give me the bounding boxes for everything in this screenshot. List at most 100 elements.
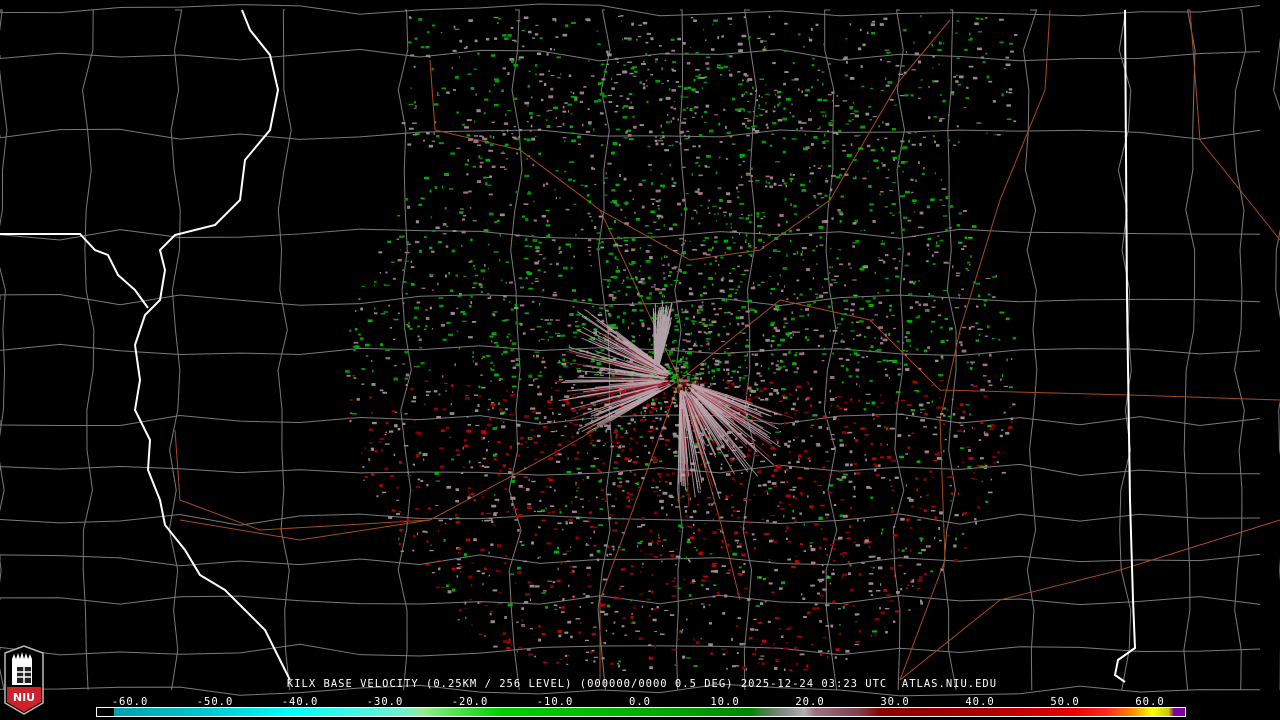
- echo-pixel: [399, 543, 401, 546]
- echo-pixel: [905, 368, 910, 371]
- echo-pixel: [837, 396, 842, 398]
- echo-pixel: [727, 385, 729, 388]
- echo-pixel: [623, 269, 626, 271]
- echo-pixel: [564, 102, 568, 104]
- echo-pixel: [619, 391, 622, 395]
- echo-pixel: [509, 413, 514, 416]
- echo-pixel: [511, 503, 513, 506]
- echo-pixel: [429, 549, 434, 552]
- county-line: [0, 128, 1261, 140]
- echo-pixel: [766, 519, 769, 522]
- echo-pixel: [729, 214, 732, 217]
- echo-pixel: [629, 447, 632, 451]
- echo-pixel: [677, 320, 680, 323]
- echo-pixel: [745, 668, 747, 671]
- echo-pixel: [726, 381, 731, 384]
- echo-pixel: [410, 387, 414, 391]
- echo-pixel: [525, 593, 530, 596]
- echo-pixel: [611, 324, 616, 326]
- echo-pixel: [685, 357, 688, 360]
- echo-pixel: [734, 539, 740, 542]
- echo-pixel: [949, 328, 951, 331]
- echo-pixel: [817, 98, 823, 101]
- echo-pixel: [544, 550, 546, 553]
- echo-pixel: [402, 269, 405, 271]
- echo-pixel: [712, 492, 714, 495]
- echo-pixel: [629, 189, 632, 192]
- echo-pixel: [934, 453, 939, 456]
- echo-pixel: [593, 338, 596, 341]
- echo-pixel: [488, 441, 490, 443]
- echo-pixel: [724, 360, 729, 364]
- echo-pixel: [866, 144, 871, 148]
- echo-pixel: [651, 427, 655, 429]
- echo-pixel: [725, 223, 728, 225]
- echo-pixel: [429, 275, 433, 278]
- echo-pixel: [635, 630, 640, 632]
- echo-pixel: [610, 201, 612, 204]
- echo-pixel: [579, 424, 583, 427]
- echo-pixel: [619, 174, 621, 177]
- echo-pixel: [690, 320, 696, 322]
- echo-pixel: [479, 165, 482, 168]
- echo-pixel: [384, 443, 390, 445]
- echo-pixel: [673, 181, 677, 185]
- echo-pixel: [673, 380, 676, 383]
- echo-pixel: [487, 297, 491, 299]
- echo-pixel: [450, 289, 453, 292]
- echo-pixel: [487, 293, 490, 295]
- echo-pixel: [908, 319, 913, 323]
- echo-pixel: [696, 504, 700, 506]
- echo-pixel: [754, 383, 759, 386]
- echo-pixel: [905, 547, 907, 550]
- echo-pixel: [488, 423, 490, 426]
- echo-pixel: [612, 142, 618, 145]
- echo-pixel: [698, 528, 701, 531]
- echo-pixel: [483, 229, 489, 232]
- echo-pixel: [753, 494, 755, 496]
- echo-pixel: [685, 489, 688, 492]
- echo-pixel: [640, 570, 642, 573]
- echo-pixel: [599, 508, 603, 510]
- echo-pixel: [817, 484, 822, 487]
- echo-pixel: [397, 215, 400, 217]
- echo-pixel: [818, 516, 823, 520]
- echo-pixel: [758, 104, 760, 107]
- echo-pixel: [727, 431, 731, 434]
- echo-pixel: [845, 347, 849, 350]
- echo-pixel: [727, 380, 733, 382]
- echo-pixel: [650, 343, 653, 346]
- echo-pixel: [683, 363, 688, 367]
- echo-pixel: [466, 429, 472, 433]
- echo-pixel: [664, 401, 669, 404]
- echo-pixel: [564, 395, 570, 398]
- echo-pixel: [554, 489, 556, 492]
- echo-pixel: [770, 321, 776, 324]
- echo-pixel: [689, 108, 693, 111]
- echo-pixel: [751, 653, 757, 656]
- echo-pixel: [566, 663, 569, 666]
- echo-pixel: [711, 369, 715, 373]
- echo-pixel: [767, 620, 771, 623]
- echo-pixel: [783, 182, 787, 185]
- echo-pixel: [741, 553, 747, 557]
- echo-pixel: [562, 122, 565, 126]
- echo-pixel: [537, 557, 540, 559]
- echo-pixel: [684, 386, 687, 389]
- echo-pixel: [794, 353, 797, 357]
- echo-pixel: [940, 568, 943, 572]
- echo-pixel: [374, 312, 378, 315]
- echo-pixel: [817, 578, 823, 581]
- echo-pixel: [630, 622, 634, 625]
- echo-pixel: [560, 435, 564, 437]
- echo-pixel: [703, 382, 707, 384]
- echo-pixel: [415, 365, 420, 368]
- echo-pixel: [544, 444, 547, 446]
- echo-pixel: [954, 307, 960, 309]
- echo-pixel: [877, 406, 880, 408]
- echo-pixel: [690, 602, 693, 605]
- echo-pixel: [435, 480, 440, 482]
- echo-pixel: [843, 555, 844, 558]
- echo-pixel: [423, 458, 425, 461]
